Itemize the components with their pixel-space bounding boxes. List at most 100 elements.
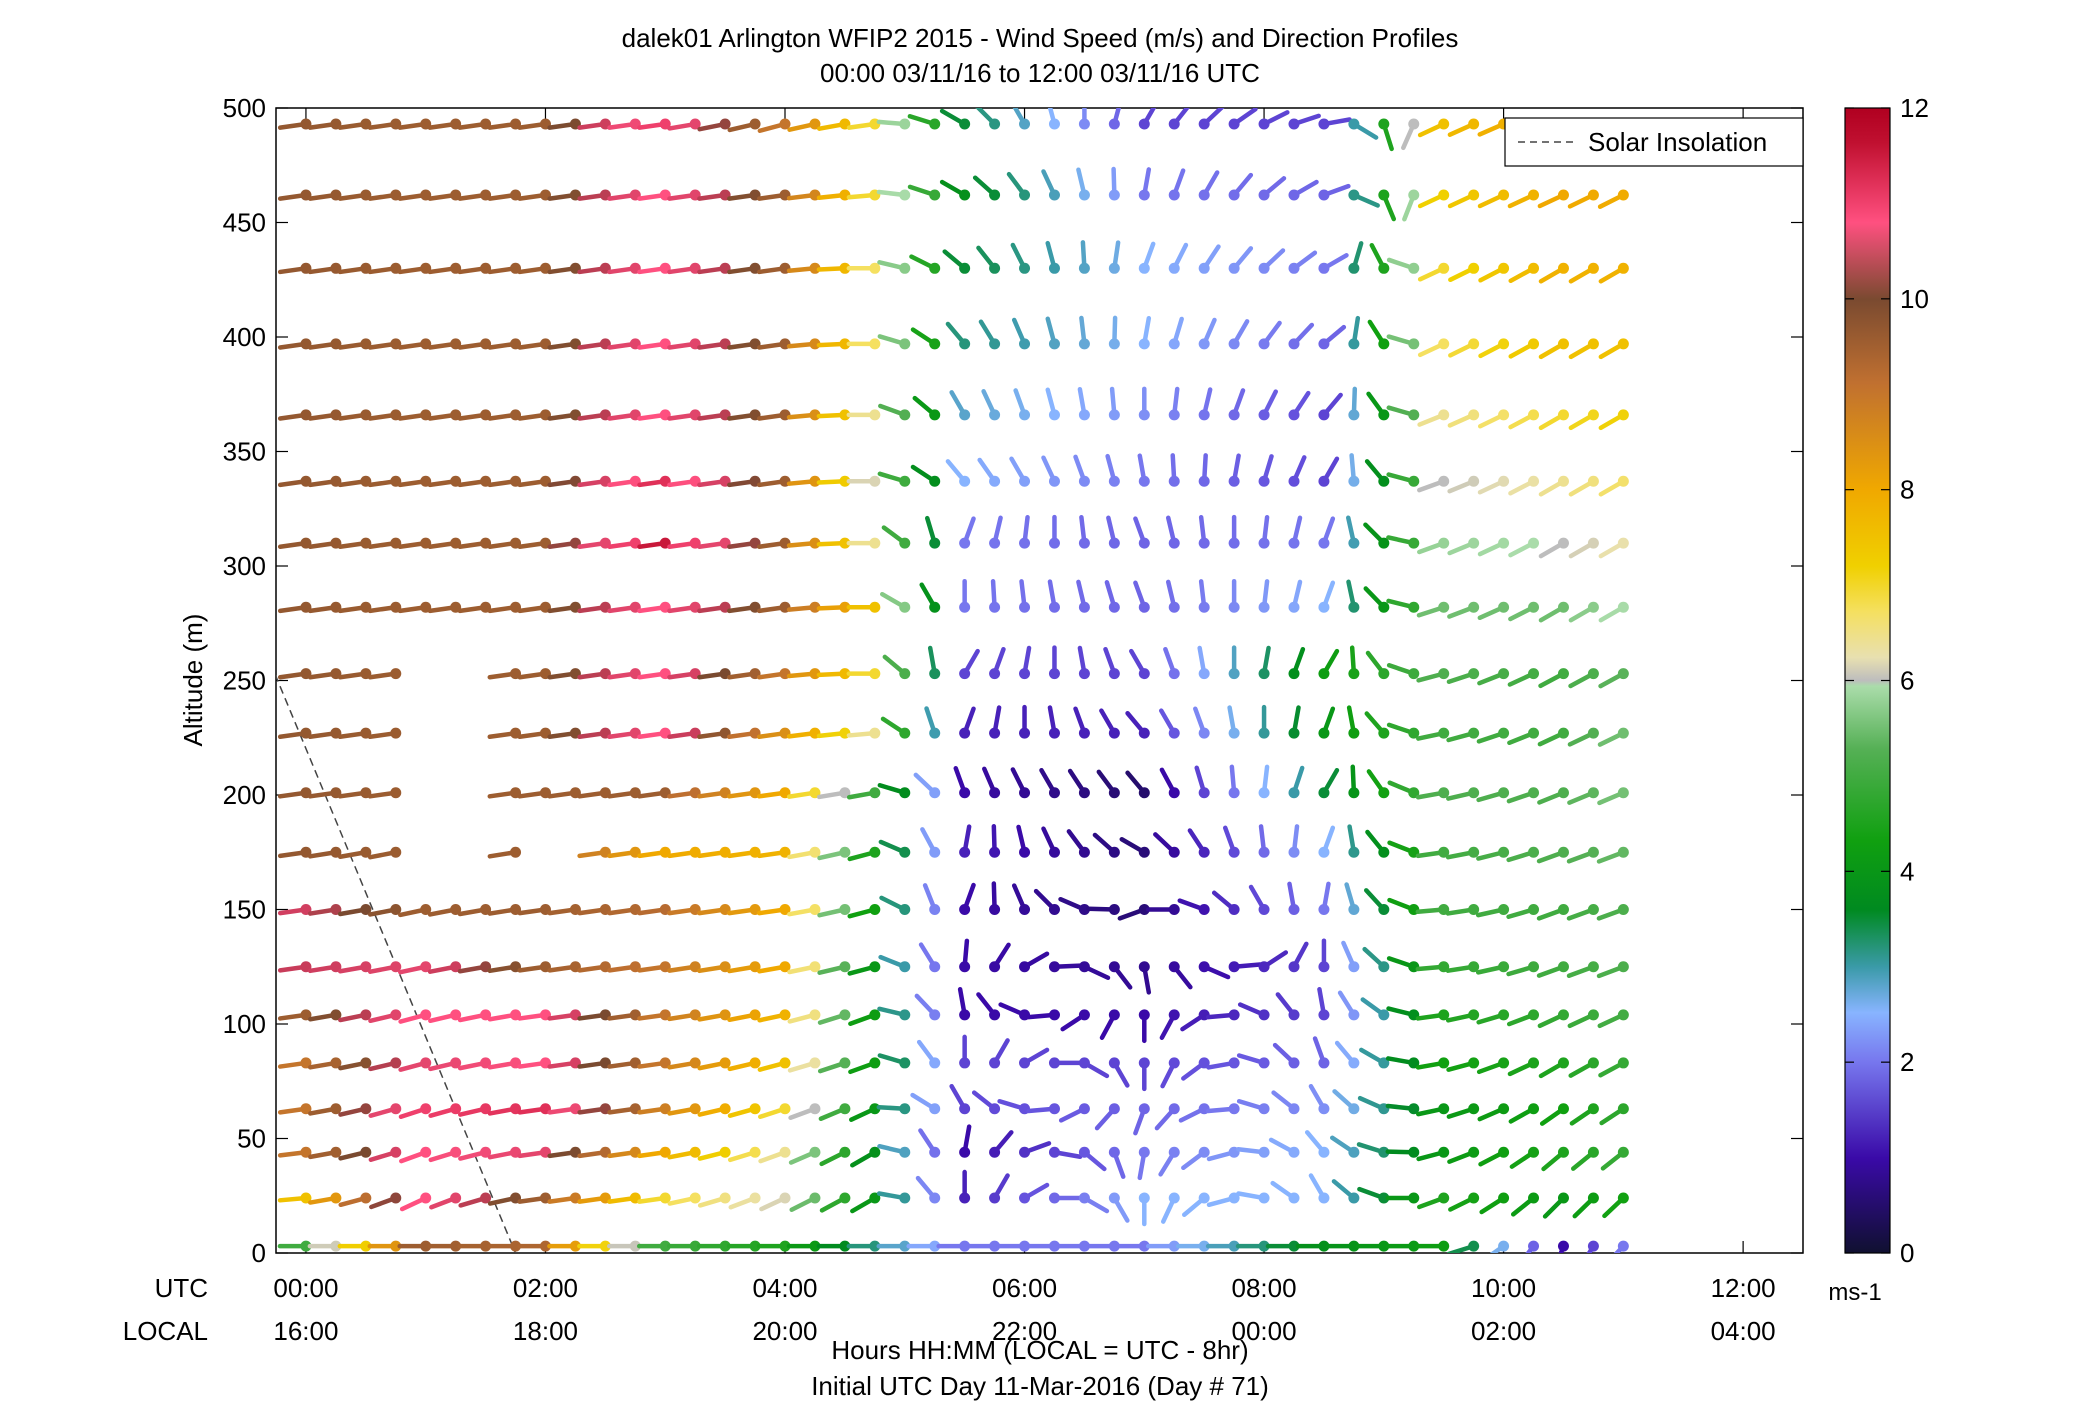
wind-barb — [816, 409, 851, 421]
wind-barb — [1446, 1057, 1480, 1072]
wind-barb — [878, 954, 911, 973]
wind-barb-dot — [1587, 961, 1599, 973]
wind-barb-dot — [1468, 475, 1480, 487]
colorbar-tick-label: 12 — [1900, 93, 1929, 123]
wind-barb — [949, 390, 971, 421]
wind-barb-dot — [869, 601, 881, 613]
wind-barb — [912, 395, 941, 421]
wind-barb-dot — [1048, 904, 1060, 915]
wind-barb — [1258, 824, 1270, 858]
wind-barb-dot — [1138, 1009, 1150, 1021]
wind-barb-dot — [1348, 1146, 1360, 1158]
wind-barb — [1026, 1103, 1060, 1115]
wind-barb-dot — [1078, 1240, 1090, 1252]
wind-barb — [1168, 108, 1190, 130]
utc-tick-label: 02:00 — [513, 1273, 578, 1303]
wind-barb-dot — [1468, 787, 1480, 799]
wind-barb-dot — [1138, 475, 1150, 487]
wind-barb — [1168, 242, 1189, 274]
wind-barb — [1571, 1146, 1599, 1171]
wind-barb — [369, 1192, 402, 1210]
wind-barb-dot — [1557, 262, 1569, 274]
wind-barb — [1489, 1240, 1510, 1253]
wind-barb — [945, 459, 971, 487]
wind-barb-dot — [839, 338, 851, 350]
wind-barb-dot — [1378, 409, 1390, 421]
wind-barb — [1177, 898, 1210, 915]
wind-barb — [1506, 787, 1540, 804]
wind-barb-dot — [929, 601, 941, 613]
wind-barb-dot — [1468, 846, 1480, 858]
wind-barb — [368, 1009, 402, 1024]
wind-barb-dot — [1138, 846, 1150, 858]
wind-barb — [1586, 1240, 1599, 1253]
wind-barb-dot — [1348, 846, 1360, 858]
wind-barb — [817, 846, 851, 861]
wind-barb — [1568, 262, 1599, 284]
wind-barb — [1066, 829, 1090, 858]
wind-barb-dot — [989, 601, 1001, 613]
wind-barb-dot — [1288, 262, 1300, 274]
wind-barb-dot — [1048, 409, 1060, 421]
wind-barb-dot — [1108, 601, 1120, 613]
wind-barb-dot — [1348, 1103, 1360, 1115]
wind-barb — [1198, 170, 1220, 201]
wind-barb — [1010, 767, 1031, 799]
wind-barb — [1138, 1057, 1150, 1092]
wind-barb-dot — [749, 118, 761, 130]
wind-barb-dot — [1108, 846, 1120, 858]
wind-barb-dot — [1288, 904, 1300, 915]
wind-barb-dot — [1617, 727, 1629, 739]
wind-barb-dot — [1048, 961, 1060, 973]
wind-barb — [368, 1146, 402, 1162]
wind-barb-dot — [1468, 338, 1480, 350]
wind-barb-dot — [1019, 1146, 1031, 1158]
wind-barb-dot — [1228, 189, 1240, 201]
wind-barb-dot — [1378, 189, 1390, 201]
wind-barb — [397, 1240, 432, 1252]
wind-barb — [924, 515, 941, 549]
wind-barb-dot — [1498, 189, 1510, 201]
wind-barb — [637, 1192, 671, 1204]
wind-barb — [1378, 118, 1394, 152]
wind-barb — [877, 1053, 911, 1069]
wind-barb — [949, 1083, 971, 1115]
wind-barb — [1039, 767, 1060, 799]
wind-barb-dot — [749, 1009, 761, 1021]
wind-barb-dot — [510, 1240, 522, 1252]
wind-barb — [1198, 579, 1210, 613]
wind-barb-dot — [1587, 1146, 1599, 1158]
wind-barb — [850, 1192, 881, 1214]
wind-barb — [1317, 986, 1330, 1021]
wind-barb-dot — [1528, 1146, 1540, 1158]
wind-barb-dot — [1557, 787, 1569, 799]
wind-barb-dot — [1617, 1057, 1629, 1069]
wind-barb — [367, 904, 402, 917]
wind-barb — [818, 1103, 851, 1121]
wind-barb-dot — [420, 904, 432, 915]
wind-barb — [427, 904, 462, 917]
wind-barb-dot — [1048, 189, 1060, 201]
wind-barb — [1506, 904, 1540, 920]
wind-barb — [308, 1103, 342, 1116]
wind-barb-dot — [1438, 1057, 1450, 1069]
wind-barb-dot — [1528, 727, 1540, 739]
wind-barb — [1045, 240, 1060, 274]
wind-barb-dot — [719, 1009, 731, 1021]
wind-barb-dot — [1348, 1057, 1360, 1069]
wind-barb — [307, 904, 342, 916]
local-tick-label: 22:00 — [992, 1316, 1057, 1346]
wind-barb — [1159, 1009, 1180, 1040]
wind-barb-dot — [1228, 727, 1240, 739]
wind-barb-dot — [899, 846, 911, 858]
wind-barb-dot — [779, 118, 791, 130]
wind-barb-dot — [1528, 1240, 1540, 1252]
wind-barb-dot — [1318, 1146, 1330, 1158]
wind-barb — [1598, 475, 1629, 497]
wind-barb-dot — [1168, 189, 1180, 201]
wind-barb — [427, 1240, 462, 1252]
wind-barb-dot — [1168, 1057, 1180, 1069]
wind-barb-dot — [1557, 409, 1569, 421]
wind-barb-dot — [1528, 904, 1540, 915]
wind-barb-dot — [1198, 1192, 1210, 1204]
